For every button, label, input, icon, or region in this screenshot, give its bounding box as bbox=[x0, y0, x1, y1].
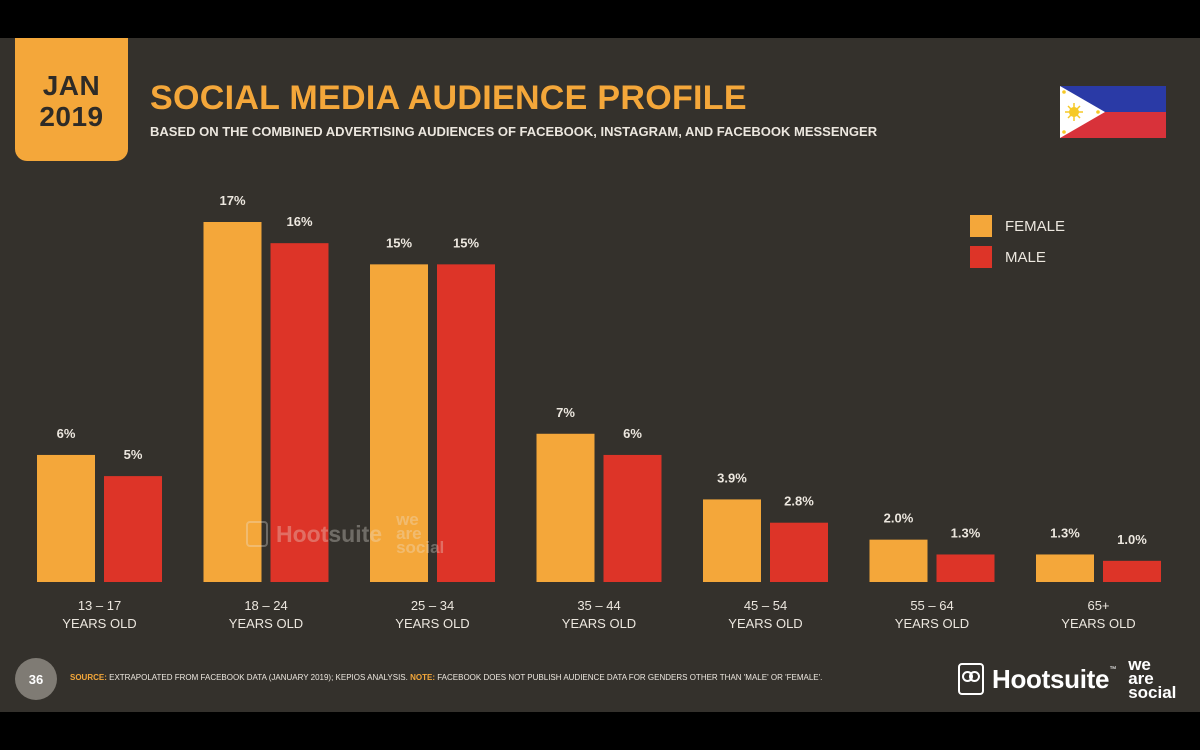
data-label-male: 1.3% bbox=[951, 525, 981, 540]
data-label-female: 3.9% bbox=[717, 470, 747, 485]
brand-logos: Hootsuite ™ we are social bbox=[958, 655, 1177, 702]
x-tick-label: 35 – 44 bbox=[577, 598, 620, 613]
date-badge: JAN 2019 bbox=[15, 38, 128, 161]
source-text: EXTRAPOLATED FROM FACEBOOK DATA (JANUARY… bbox=[106, 673, 411, 682]
legend-label-female: FEMALE bbox=[1005, 217, 1066, 235]
chart-legend: FEMALE MALE bbox=[970, 214, 1065, 276]
bar-female bbox=[1036, 554, 1094, 582]
bar-female bbox=[703, 499, 761, 582]
data-label-male: 2.8% bbox=[784, 494, 814, 509]
legend-item-female: FEMALE bbox=[970, 214, 1065, 238]
bar-female bbox=[869, 539, 928, 582]
bar-female bbox=[37, 454, 95, 582]
page-title: SOCIAL MEDIA AUDIENCE PROFILE bbox=[150, 79, 747, 117]
x-tick-label: YEARS OLD bbox=[895, 616, 969, 631]
footer: 36 SOURCE: EXTRAPOLATED FROM FACEBOOK DA… bbox=[0, 656, 1200, 712]
bar-female bbox=[536, 433, 595, 582]
owl-watermark-icon bbox=[246, 521, 268, 547]
data-label-female: 1.3% bbox=[1050, 525, 1080, 540]
we-are-social-logo: we are social bbox=[1128, 655, 1177, 702]
hootsuite-watermark: Hootsuite we are social bbox=[246, 510, 445, 557]
x-tick-label: YEARS OLD bbox=[728, 616, 802, 631]
legend-swatch-female bbox=[970, 215, 992, 237]
watermark-brand: Hootsuite bbox=[276, 520, 383, 547]
x-tick-label: YEARS OLD bbox=[395, 616, 469, 631]
page-number: 36 bbox=[15, 658, 57, 700]
hootsuite-logo: Hootsuite bbox=[992, 663, 1110, 694]
we-are-social-line: are bbox=[1128, 669, 1154, 688]
data-label-male: 6% bbox=[623, 426, 642, 441]
data-label-male: 5% bbox=[124, 447, 143, 462]
slide: JAN 2019 SOCIAL MEDIA AUDIENCE PROFILE B… bbox=[0, 38, 1200, 712]
hootsuite-owl-icon bbox=[958, 663, 984, 695]
bar-male bbox=[437, 264, 495, 582]
we-are-social-line: social bbox=[1128, 683, 1177, 702]
page-subtitle: BASED ON THE COMBINED ADVERTISING AUDIEN… bbox=[150, 124, 878, 139]
data-label-female: 6% bbox=[57, 426, 76, 441]
x-tick-label: 18 – 24 bbox=[244, 598, 287, 613]
legend-label-male: MALE bbox=[1005, 248, 1046, 266]
bar-male bbox=[104, 476, 162, 582]
we-are-social-line: we bbox=[1128, 655, 1151, 674]
x-tick-label: YEARS OLD bbox=[562, 616, 636, 631]
watermark-partner: we are social bbox=[396, 510, 445, 557]
note-label: NOTE: bbox=[410, 673, 435, 682]
x-tick-label: 45 – 54 bbox=[744, 598, 787, 613]
watermark-partner-line: are bbox=[396, 524, 422, 543]
x-tick-label: 13 – 17 bbox=[78, 598, 121, 613]
bar-male bbox=[603, 454, 662, 582]
data-label-male: 1.0% bbox=[1117, 532, 1147, 547]
data-label-female: 2.0% bbox=[884, 511, 914, 526]
bar-male bbox=[270, 243, 329, 583]
x-tick-label: 65+ bbox=[1087, 598, 1109, 613]
bar-male bbox=[936, 554, 995, 582]
x-tick-label: 55 – 64 bbox=[910, 598, 953, 613]
trademark: ™ bbox=[1109, 665, 1117, 673]
source-note: SOURCE: EXTRAPOLATED FROM FACEBOOK DATA … bbox=[70, 673, 822, 682]
x-tick-label: YEARS OLD bbox=[1061, 616, 1135, 631]
legend-item-male: MALE bbox=[970, 245, 1065, 269]
legend-swatch-male bbox=[970, 246, 992, 268]
data-label-female: 7% bbox=[556, 405, 575, 420]
x-tick-label: 25 – 34 bbox=[411, 598, 454, 613]
data-label-female: 17% bbox=[219, 193, 245, 208]
date-year: 2019 bbox=[39, 100, 104, 132]
data-label-male: 15% bbox=[453, 235, 479, 250]
philippines-flag-icon bbox=[1060, 86, 1166, 138]
source-label: SOURCE: bbox=[70, 673, 107, 682]
note-text: FACEBOOK DOES NOT PUBLISH AUDIENCE DATA … bbox=[434, 673, 823, 682]
data-label-female: 15% bbox=[386, 235, 412, 250]
watermark-partner-line: social bbox=[396, 538, 445, 557]
bar-chart: 6% 5% 13 – 17 YEARS OLD 17% 16% 18 – 24 YEARS O… bbox=[37, 193, 1161, 631]
data-label-male: 16% bbox=[286, 214, 312, 229]
x-tick-label: YEARS OLD bbox=[62, 616, 136, 631]
bar-male bbox=[1103, 560, 1161, 582]
bar-female bbox=[370, 264, 428, 582]
watermark-partner-line: we bbox=[396, 510, 419, 529]
x-tick-label: YEARS OLD bbox=[229, 616, 303, 631]
bar-female bbox=[203, 222, 262, 582]
bar-male bbox=[770, 522, 828, 582]
date-month: JAN bbox=[42, 69, 101, 101]
